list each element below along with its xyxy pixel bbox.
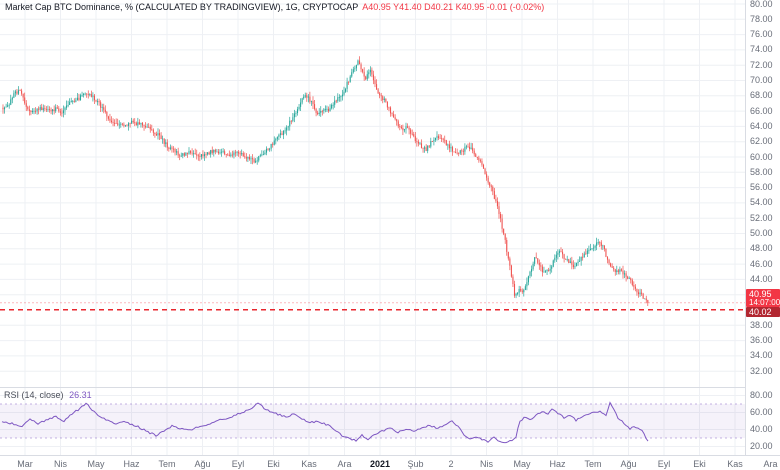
time-axis-label: Nis	[54, 459, 67, 469]
price-axis-label: 34.00	[750, 350, 773, 361]
time-axis-label: Mar	[17, 459, 33, 469]
price-axis-label: 78.00	[750, 13, 773, 24]
price-axis-label: 46.00	[750, 258, 773, 269]
price-axis-label: 74.00	[750, 44, 773, 55]
time-axis-label: Haz	[123, 459, 140, 469]
time-axis-label: Eki	[267, 459, 280, 469]
symbol-legend[interactable]: Market Cap BTC Dominance, % (CALCULATED …	[5, 2, 544, 13]
rsi-line	[1, 401, 649, 444]
time-axis-label: Ağu	[620, 459, 637, 469]
rsi-axis-label: 80.00	[750, 390, 773, 400]
rsi-axis-label: 20.00	[750, 441, 773, 451]
time-axis-label: Nis	[480, 459, 493, 469]
time-axis-label: May	[87, 459, 105, 469]
price-axis-label: 36.00	[750, 335, 773, 346]
time-axis-label: Kas	[301, 459, 317, 469]
time-axis-label: Eyl	[657, 459, 671, 469]
time-axis-label: Eki	[693, 459, 706, 469]
price-axis-label: 60.00	[750, 151, 773, 162]
time-axis-label: Şub	[407, 459, 424, 469]
rsi-title: RSI	[4, 390, 20, 400]
current-price-value: 40.95	[749, 288, 772, 299]
rsi-value: 26.31	[69, 390, 92, 400]
price-axis-label: 32.00	[750, 365, 773, 376]
time-axis[interactable]: Mar Nis May Haz Tem Ağu Eyl Eki Kas Ara 2021 Şub 2 Ni…	[0, 455, 780, 470]
time-axis-label: Eyl	[231, 459, 245, 469]
rsi-indicator-legend[interactable]: RSI (14, close) 26.31	[4, 390, 92, 400]
price-axis-label: 54.00	[750, 197, 773, 208]
price-axis-label: 68.00	[750, 90, 773, 101]
price-axis-label: 56.00	[750, 182, 773, 193]
price-axis-label: 58.00	[750, 166, 773, 177]
time-axis-label: Ara	[337, 459, 352, 469]
pane-separator[interactable]	[0, 387, 745, 388]
bar-countdown: 14:07:00	[749, 297, 780, 307]
rsi-axis-label: 60.00	[750, 407, 773, 417]
price-axis-label: 64.00	[750, 120, 773, 131]
price-level-lines	[0, 302, 745, 311]
time-axis-label: Kas	[727, 459, 743, 469]
candlestick-series	[2, 56, 649, 306]
alert-price-label[interactable]: 40.02	[746, 306, 780, 317]
gridlines	[0, 0, 745, 455]
price-axis-label: 38.00	[750, 319, 773, 330]
time-axis-label: Ağu	[194, 459, 211, 469]
price-axis-label: 80.00	[750, 0, 773, 9]
price-axis-label: 66.00	[750, 105, 773, 116]
time-axis-label: 2	[448, 459, 454, 469]
current-price-label: 40.95 14:07:00	[746, 288, 780, 307]
time-axis-label: May	[513, 459, 531, 469]
symbol-title: Market Cap BTC Dominance, % (CALCULATED …	[5, 2, 359, 12]
rsi-axis-label: 40.00	[750, 424, 773, 434]
alert-price-value: 40.02	[749, 306, 772, 317]
price-axis-label: 62.00	[750, 136, 773, 147]
ohlc-values: A40.95 Y41.40 D40.21 K40.95 -0.01 (-0.02…	[362, 2, 545, 12]
rsi-band	[0, 403, 745, 439]
price-axis-label: 70.00	[750, 75, 773, 85]
price-axis-label: 48.00	[750, 243, 773, 254]
time-axis-label: Tem	[584, 459, 602, 469]
price-axis-label: 76.00	[750, 29, 773, 40]
price-axis-label: 52.00	[750, 212, 773, 223]
time-axis-label: Ara	[763, 459, 778, 469]
time-axis-label: Haz	[549, 459, 566, 469]
price-axis-label: 44.00	[750, 273, 773, 284]
time-axis-label: 2021	[369, 459, 391, 469]
rsi-params: (14, close)	[21, 390, 64, 400]
time-axis-label: Tem	[158, 459, 176, 469]
price-axis-label: 72.00	[750, 59, 773, 70]
price-axis[interactable]: 80.00 78.00 76.00 74.00 72.00 70.00 68.00 66.00…	[745, 0, 780, 470]
price-axis-label: 50.00	[750, 228, 773, 238]
